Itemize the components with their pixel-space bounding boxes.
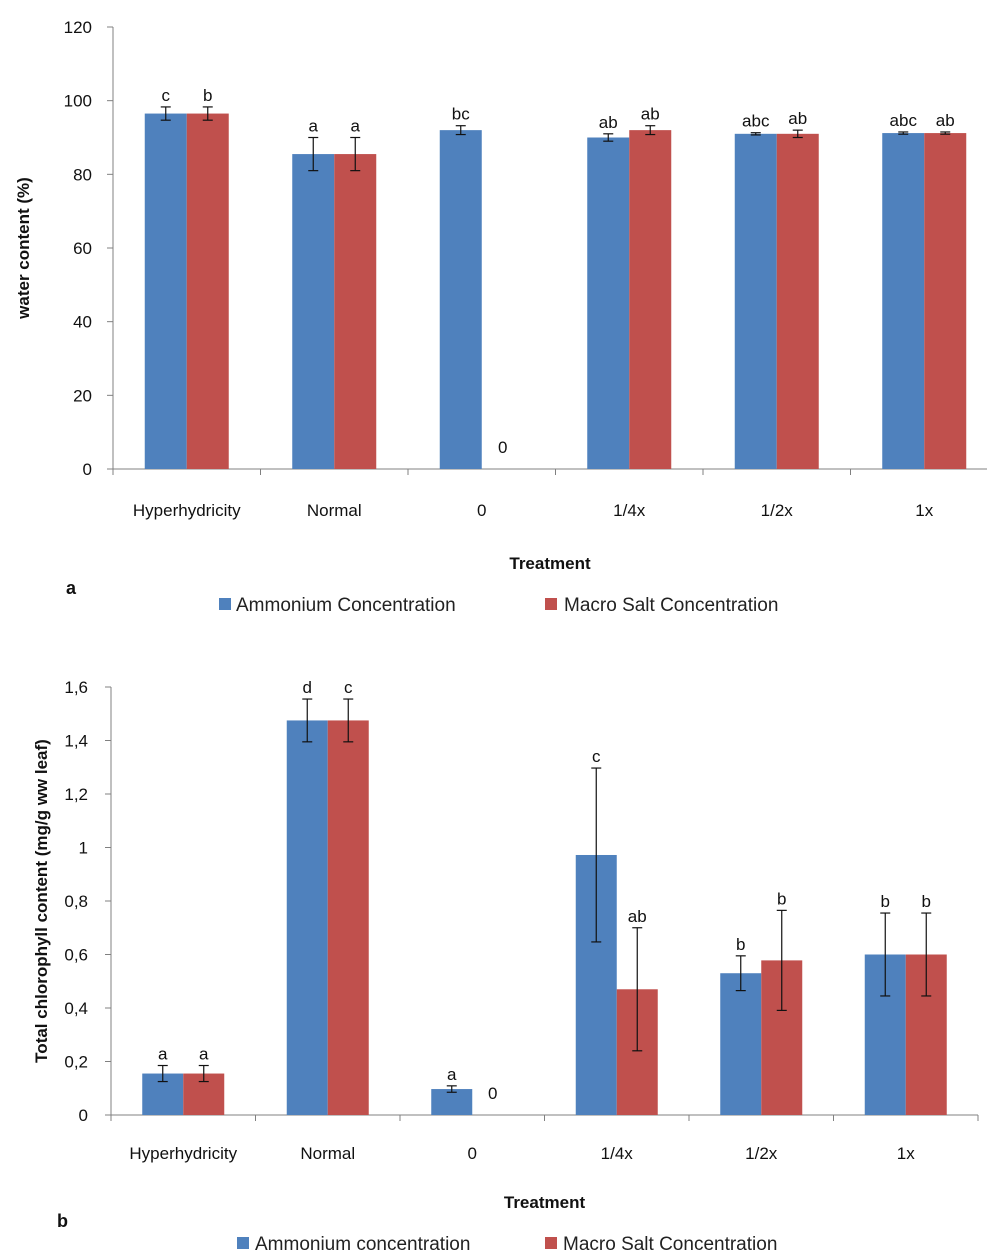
y-tick-label: 40 bbox=[73, 313, 92, 332]
y-tick-label: 1,6 bbox=[64, 678, 88, 697]
y-tick-label: 60 bbox=[73, 239, 92, 258]
x-tick-label: 1x bbox=[897, 1144, 915, 1163]
legend-label: Macro Salt Concentration bbox=[564, 595, 778, 616]
y-tick-label: 0 bbox=[79, 1106, 88, 1125]
x-tick-label: Hyperhydricity bbox=[129, 1144, 237, 1163]
x-tick-label: 1/2x bbox=[761, 501, 794, 520]
significance-label: 0 bbox=[498, 438, 507, 457]
legend-swatch bbox=[545, 1237, 557, 1249]
x-axis-title: Treatment bbox=[509, 554, 591, 573]
y-tick-label: 0,6 bbox=[64, 946, 88, 965]
x-axis-title: Treatment bbox=[504, 1193, 586, 1212]
significance-label: c bbox=[592, 747, 601, 766]
x-tick-label: 1/4x bbox=[601, 1144, 634, 1163]
significance-label: a bbox=[158, 1045, 168, 1064]
bar-series2 bbox=[924, 133, 967, 469]
bar-series1 bbox=[144, 113, 187, 469]
y-tick-label: 1,4 bbox=[64, 732, 88, 751]
legend-swatch bbox=[545, 598, 557, 610]
bar-series1 bbox=[431, 1089, 473, 1115]
bar-series1 bbox=[292, 154, 335, 469]
y-tick-label: 0,2 bbox=[64, 1053, 88, 1072]
chart-b-chlorophyll-content: 0 0,2 0,4 0,6 0,8 1 1,2 1,4 1,6 Hyperhydricity a a N… bbox=[32, 678, 979, 1255]
significance-label: ab bbox=[936, 111, 955, 130]
chart-a-water-content: 0 20 40 60 80 100 120 Hyperhydricity c b Normal a a 0… bbox=[14, 18, 987, 616]
bar-series2 bbox=[334, 154, 377, 469]
x-tick-label: Hyperhydricity bbox=[133, 501, 241, 520]
y-tick-label: 0,4 bbox=[64, 999, 88, 1018]
significance-label: ab bbox=[599, 113, 618, 132]
significance-label: bc bbox=[452, 105, 470, 124]
y-tick-label: 1,2 bbox=[64, 785, 88, 804]
y-tick-label: 80 bbox=[73, 165, 92, 184]
bar-series1 bbox=[734, 133, 777, 470]
y-tick-label: 1 bbox=[79, 839, 88, 858]
y-axis-title: water content (%) bbox=[14, 177, 33, 320]
significance-label: a bbox=[309, 117, 319, 136]
panel-label: a bbox=[66, 578, 77, 598]
significance-label: abc bbox=[742, 112, 770, 131]
x-tick-label: Normal bbox=[307, 501, 362, 520]
y-tick-label: 0 bbox=[83, 460, 92, 479]
significance-label: c bbox=[162, 86, 171, 105]
bar-series1 bbox=[286, 720, 328, 1115]
legend-swatch bbox=[237, 1237, 249, 1249]
bar-series1 bbox=[587, 137, 630, 469]
bar-series1 bbox=[882, 133, 925, 469]
significance-label: ab bbox=[788, 109, 807, 128]
significance-label: b bbox=[922, 892, 931, 911]
y-tick-label: 0,8 bbox=[64, 892, 88, 911]
significance-label: a bbox=[351, 117, 361, 136]
significance-label: a bbox=[199, 1045, 209, 1064]
panel-label: b bbox=[57, 1211, 68, 1231]
significance-label: d bbox=[303, 678, 312, 697]
legend-label: Macro Salt Concentration bbox=[563, 1234, 777, 1255]
x-tick-label: 1x bbox=[915, 501, 933, 520]
legend-swatch bbox=[219, 598, 231, 610]
bar-series2 bbox=[776, 133, 819, 470]
x-tick-label: Normal bbox=[300, 1144, 355, 1163]
x-tick-label: 1/2x bbox=[745, 1144, 778, 1163]
significance-label: ab bbox=[628, 907, 647, 926]
y-tick-label: 120 bbox=[64, 18, 92, 37]
significance-label: b bbox=[736, 935, 745, 954]
bar-series1 bbox=[439, 130, 482, 469]
y-axis-title: Total chlorophyll content (mg/g ww leaf) bbox=[32, 739, 51, 1063]
x-tick-label: 0 bbox=[477, 501, 486, 520]
legend-label: Ammonium concentration bbox=[255, 1234, 470, 1255]
significance-label: b bbox=[203, 86, 212, 105]
significance-label: b bbox=[777, 889, 786, 908]
significance-label: 0 bbox=[488, 1084, 497, 1103]
significance-label: b bbox=[881, 892, 890, 911]
bar-series2 bbox=[186, 113, 229, 469]
x-tick-label: 1/4x bbox=[613, 501, 646, 520]
significance-label: a bbox=[447, 1065, 457, 1084]
significance-label: abc bbox=[890, 111, 918, 130]
bar-series2 bbox=[629, 130, 672, 469]
significance-label: ab bbox=[641, 105, 660, 124]
bar-series1 bbox=[720, 973, 762, 1115]
bar-series2 bbox=[327, 720, 369, 1115]
legend-label: Ammonium Concentration bbox=[236, 595, 456, 616]
y-tick-label: 100 bbox=[64, 92, 92, 111]
significance-label: c bbox=[344, 678, 353, 697]
x-tick-label: 0 bbox=[468, 1144, 477, 1163]
y-tick-label: 20 bbox=[73, 386, 92, 405]
